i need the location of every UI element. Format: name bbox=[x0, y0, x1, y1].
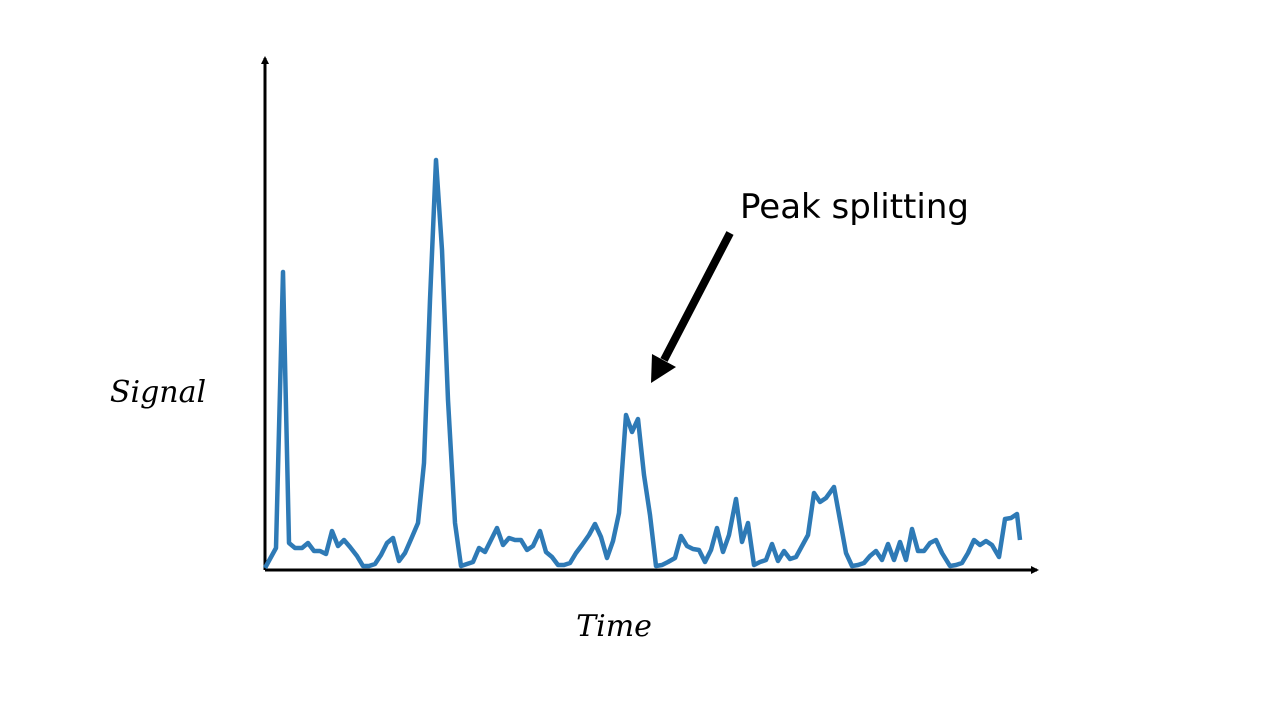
annotation-arrow-shaft bbox=[660, 231, 734, 362]
y-axis-label: Signal bbox=[110, 375, 206, 410]
x-axis-label: Time bbox=[576, 609, 652, 644]
annotation-arrow-head bbox=[651, 354, 676, 383]
annotation: Peak splitting bbox=[740, 187, 969, 227]
signal-line bbox=[263, 157, 1023, 570]
